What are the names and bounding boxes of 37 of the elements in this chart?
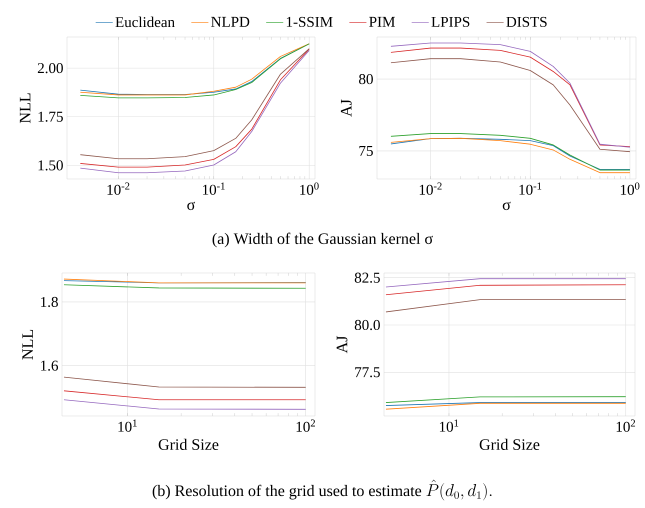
x-tick-label: 10$^{0}$ <box>620 182 640 195</box>
y-axis-title: AJ <box>336 336 348 354</box>
x-tick-label: 10$^{2}$ <box>616 420 636 432</box>
legend-label: LPIPS <box>432 16 470 27</box>
x-axis-title: Grid Size <box>158 438 218 450</box>
text: $\hat{P}(d_0, d_1).$ <box>426 480 492 500</box>
x-tick-label: 10$^{-2}$ <box>420 182 442 195</box>
legend-label: 1-SSIM <box>286 16 333 27</box>
text: (a) Width of the Gaussian kernel σ <box>212 232 433 248</box>
y-tick-label: 80 <box>359 74 373 84</box>
x-axis-title: σ <box>187 202 196 210</box>
y-tick-label: 75 <box>359 146 373 156</box>
x-axis-title: Grid Size <box>480 438 540 450</box>
x-axis-title: σ <box>502 202 511 210</box>
text: (b) Resolution of the grid used to estimate <box>152 484 422 500</box>
legend-label: NLPD <box>211 16 250 27</box>
y-axis-title: NLL <box>20 93 30 124</box>
x-tick-label: 10$^{-1}$ <box>519 182 542 195</box>
y-tick-label: 1.8 <box>41 296 58 308</box>
y-tick-label: 82.5 <box>354 272 380 283</box>
y-axis-title: NLL <box>22 330 33 360</box>
x-tick-label: 10$^{1}$ <box>118 420 137 432</box>
y-tick-label: 1.50 <box>38 160 63 170</box>
x-tick-label: 10$^{-1}$ <box>202 182 225 195</box>
x-tick-label: 10$^{-2}$ <box>108 182 130 195</box>
y-axis-title: AJ <box>340 99 352 117</box>
x-tick-label: 10$^{1}$ <box>440 420 458 432</box>
legend-label: DISTS <box>506 16 547 27</box>
y-tick-label: 80.0 <box>354 320 380 330</box>
y-tick-label: 1.6 <box>41 360 58 371</box>
x-tick-label: 10$^{0}$ <box>300 182 319 195</box>
legend-label: PIM <box>369 16 395 27</box>
y-tick-label: 2.00 <box>38 63 63 74</box>
x-tick-label: 10$^{2}$ <box>296 420 315 432</box>
legend-label: Euclidean <box>115 16 175 28</box>
y-tick-label: 77.5 <box>355 367 380 378</box>
y-tick-label: 1.75 <box>38 112 63 122</box>
